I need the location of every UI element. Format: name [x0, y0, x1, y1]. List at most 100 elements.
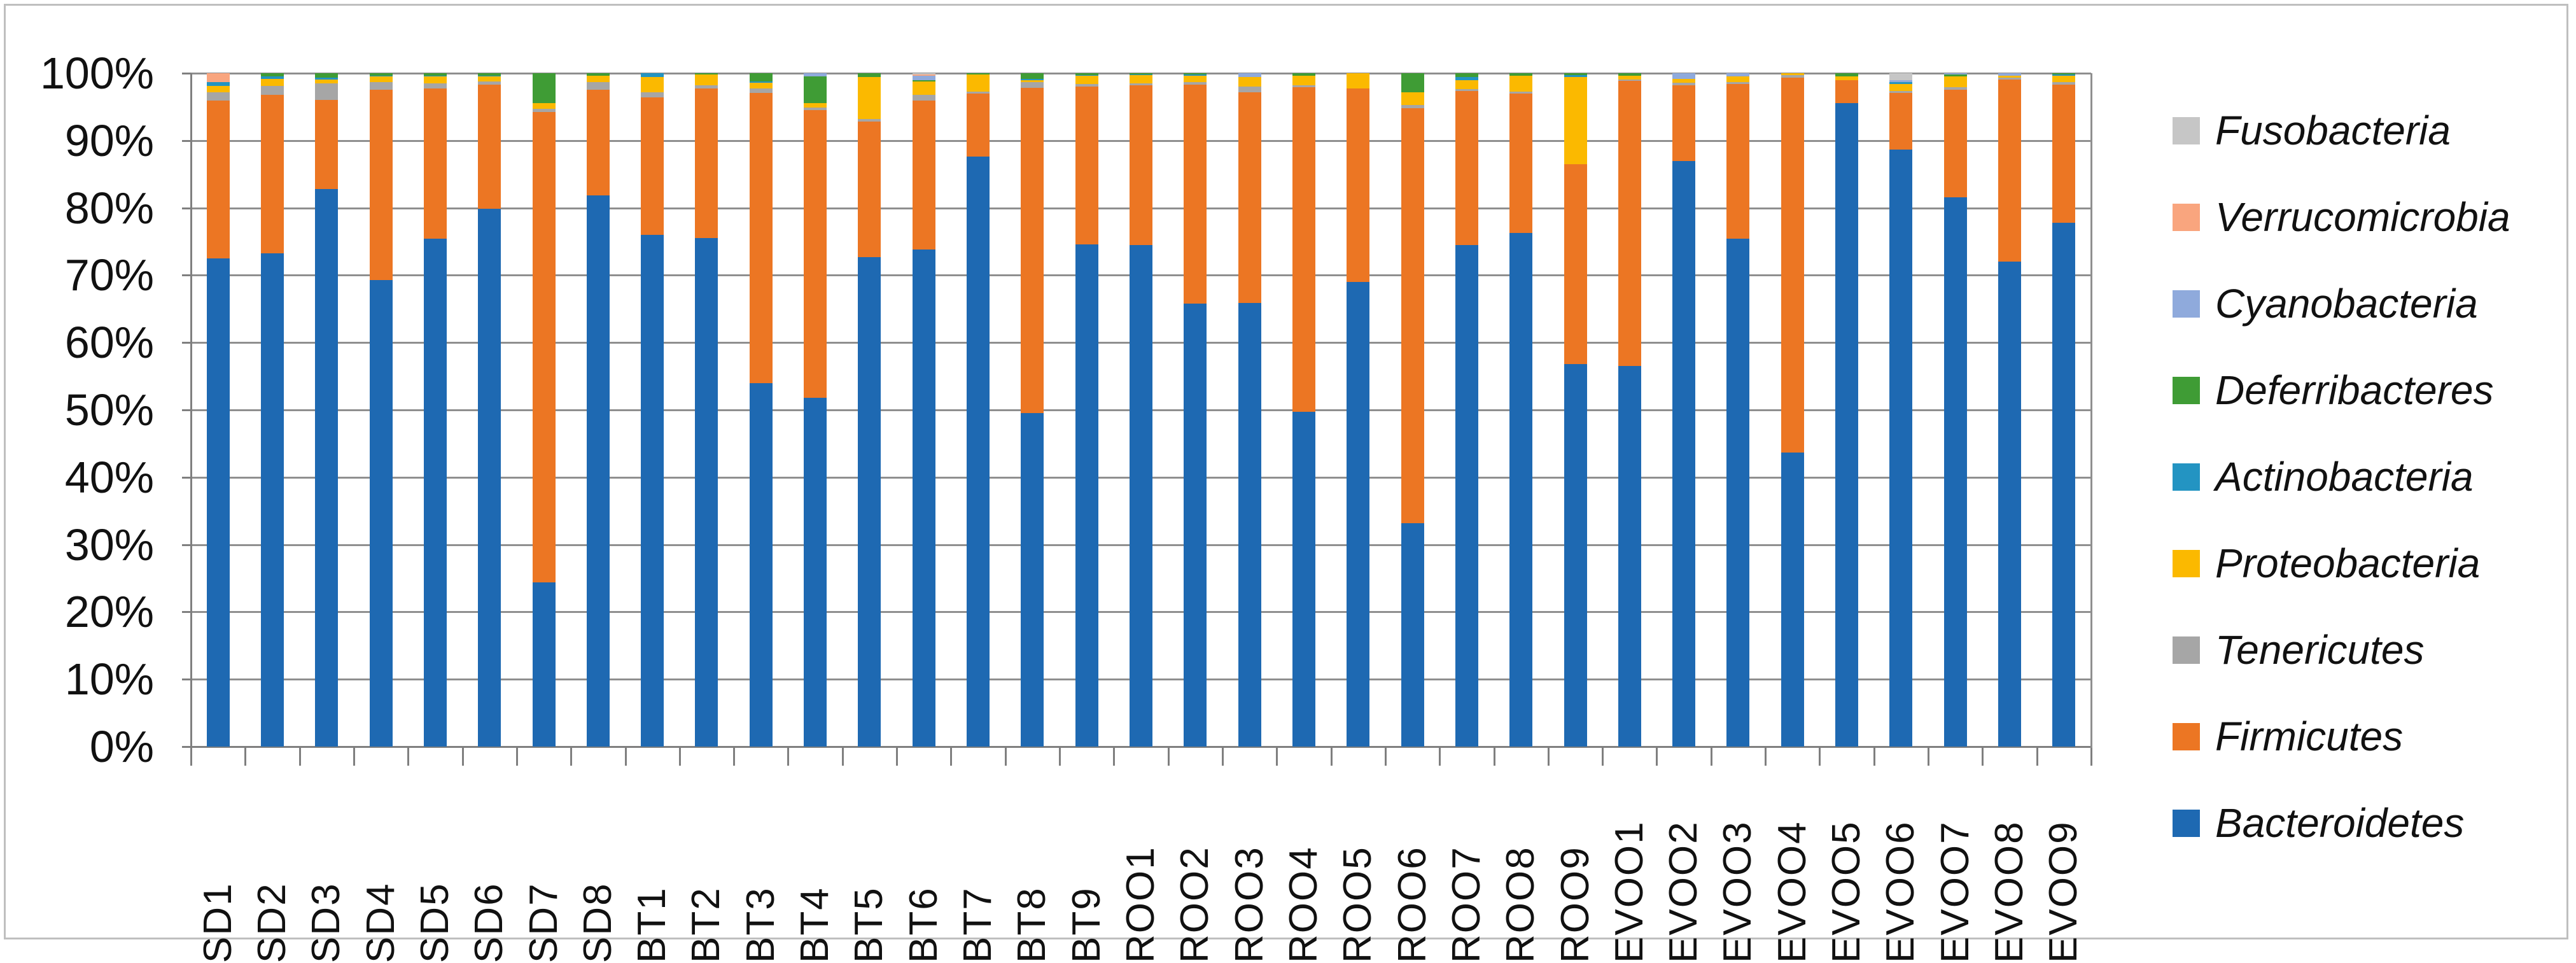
bar-segment-cyanobacteria-EVOO2 — [1672, 73, 1696, 79]
bar-segment-proteobacteria-ROO5 — [1347, 73, 1370, 89]
bar-segment-actinobacteria-ROO1 — [1130, 74, 1152, 76]
bar-segment-deferribacteres-SD5 — [423, 73, 447, 76]
bar-segment-deferribacteres-BT7 — [967, 73, 990, 75]
x-axis-tick — [1004, 748, 1007, 766]
bar-segment-deferribacteres-ROO6 — [1401, 73, 1424, 92]
bar-segment-firmicutes-EVOO1 — [1618, 80, 1641, 367]
y-axis-tick — [182, 544, 191, 546]
y-axis-tick — [182, 678, 191, 681]
bar-segment-deferribacteres-EVOO1 — [1618, 73, 1641, 76]
bar-segment-proteobacteria-BT9 — [1075, 76, 1098, 84]
legend-swatch-verrucomicrobia — [2173, 203, 2200, 231]
bar-segment-bacteroidetes-BT3 — [749, 383, 773, 747]
bar-SD3 — [315, 73, 339, 747]
bar-segment-tenericutes-ROO2 — [1184, 81, 1207, 85]
x-axis-label-EVOO3: EVOO3 — [1716, 820, 1760, 963]
gridline-0% — [191, 746, 2091, 748]
legend-label-tenericutes: Tenericutes — [2215, 627, 2425, 673]
bar-segment-proteobacteria-BT3 — [749, 82, 773, 89]
x-axis-label-SD6: SD6 — [467, 882, 512, 963]
bar-SD7 — [532, 73, 556, 747]
x-axis-label-SD5: SD5 — [412, 882, 457, 963]
x-axis-tick — [1439, 748, 1441, 766]
bar-segment-bacteroidetes-SD4 — [369, 279, 393, 747]
x-axis-tick — [1765, 748, 1767, 766]
x-axis-label-ROO1: ROO1 — [1119, 846, 1163, 963]
bar-segment-bacteroidetes-ROO5 — [1347, 281, 1370, 747]
bar-segment-tenericutes-EVOO8 — [1998, 78, 2022, 80]
bar-segment-firmicutes-EVOO5 — [1835, 80, 1859, 103]
bar-segment-fusobacteria-EVOO6 — [1889, 73, 1913, 80]
bar-segment-tenericutes-EVOO9 — [2052, 81, 2076, 85]
x-axis-label-BT9: BT9 — [1064, 887, 1109, 963]
x-axis-label-ROO6: ROO6 — [1390, 846, 1434, 963]
x-axis-tick — [841, 748, 844, 766]
bar-segment-bacteroidetes-BT8 — [1021, 413, 1044, 747]
bar-segment-proteobacteria-ROO8 — [1509, 76, 1533, 92]
x-axis-label-EVOO8: EVOO8 — [1987, 820, 2032, 963]
bar-segment-deferribacteres-BT8 — [1021, 73, 1044, 79]
bar-segment-tenericutes-BT4 — [804, 107, 827, 111]
bar-ROO9 — [1564, 73, 1587, 747]
x-axis-label-ROO8: ROO8 — [1499, 846, 1543, 963]
bar-segment-firmicutes-ROO2 — [1184, 85, 1207, 304]
bar-segment-firmicutes-BT7 — [967, 93, 990, 157]
bar-ROO5 — [1347, 73, 1370, 747]
bar-segment-actinobacteria-BT3 — [749, 81, 773, 83]
bar-segment-bacteroidetes-BT4 — [804, 397, 827, 747]
bar-segment-deferribacteres-EVOO7 — [1943, 74, 1967, 77]
x-axis-tick — [244, 748, 247, 766]
bar-segment-deferribacteres-ROO8 — [1509, 73, 1533, 76]
bar-segment-tenericutes-SD4 — [369, 81, 393, 90]
bar-segment-firmicutes-ROO6 — [1401, 108, 1424, 523]
y-axis-label: 30% — [64, 519, 154, 570]
bar-segment-firmicutes-SD2 — [260, 94, 284, 253]
bar-segment-proteobacteria-ROO6 — [1401, 92, 1424, 105]
bar-segment-proteobacteria-BT5 — [858, 77, 881, 119]
bar-segment-bacteroidetes-EVOO7 — [1943, 197, 1967, 747]
bar-segment-proteobacteria-ROO1 — [1130, 75, 1152, 83]
legend-swatch-cyanobacteria — [2173, 290, 2200, 318]
bar-segment-proteobacteria-EVOO4 — [1781, 73, 1804, 76]
bar-segment-proteobacteria-SD3 — [315, 79, 339, 83]
bar-segment-proteobacteria-ROO7 — [1455, 80, 1478, 90]
bar-segment-tenericutes-EVOO7 — [1943, 87, 1967, 90]
bar-segment-proteobacteria-ROO9 — [1564, 77, 1587, 164]
bar-EVOO5 — [1835, 73, 1859, 747]
x-axis-label-BT8: BT8 — [1010, 887, 1054, 963]
bar-segment-bacteroidetes-BT5 — [858, 257, 881, 747]
bar-segment-tenericutes-BT7 — [967, 91, 990, 94]
legend-item-bacteroidetes: Bacteroidetes — [2173, 799, 2464, 847]
bar-BT8 — [1021, 73, 1044, 747]
bar-segment-bacteroidetes-ROO7 — [1455, 244, 1478, 747]
legend-swatch-bacteroidetes — [2173, 809, 2200, 837]
bar-segment-tenericutes-SD6 — [478, 81, 501, 85]
y-axis-tick — [182, 476, 191, 479]
y-axis-tick — [182, 746, 191, 748]
bar-segment-cyanobacteria-BT4 — [804, 73, 827, 77]
y-axis-tick — [182, 73, 191, 74]
bar-segment-bacteroidetes-ROO8 — [1509, 232, 1533, 747]
bar-segment-firmicutes-BT8 — [1021, 88, 1044, 414]
bar-segment-tenericutes-ROO7 — [1455, 89, 1478, 91]
bar-segment-proteobacteria-EVOO3 — [1726, 76, 1750, 82]
bar-segment-tenericutes-BT3 — [749, 88, 773, 93]
bar-segment-firmicutes-EVOO3 — [1726, 83, 1750, 239]
x-axis-tick — [733, 748, 736, 766]
chart-frame: 100% 90% 80% 70% 60% 50% 40% 30% 20% 10% 0% SD1 SD2 S… — [4, 4, 2568, 963]
x-axis-label-SD7: SD7 — [521, 882, 566, 963]
bar-segment-tenericutes-SD8 — [586, 81, 610, 90]
bar-BT6 — [912, 73, 935, 747]
x-axis-tick — [1873, 748, 1875, 766]
bar-segment-bacteroidetes-EVOO6 — [1889, 149, 1913, 747]
bar-segment-actinobacteria-BT9 — [1075, 75, 1098, 76]
bar-segment-firmicutes-BT4 — [804, 110, 827, 398]
bar-segment-bacteroidetes-BT9 — [1075, 244, 1098, 747]
bar-segment-deferribacteres-BT4 — [804, 76, 827, 103]
bar-segment-bacteroidetes-SD8 — [586, 195, 610, 747]
bar-segment-verrucomicrobia-BT6 — [912, 74, 935, 76]
legend-swatch-fusobacteria — [2173, 116, 2200, 144]
x-axis-label-EVOO7: EVOO7 — [1933, 820, 1977, 963]
x-axis-tick — [2036, 748, 2038, 766]
x-axis-label-BT4: BT4 — [793, 887, 837, 963]
